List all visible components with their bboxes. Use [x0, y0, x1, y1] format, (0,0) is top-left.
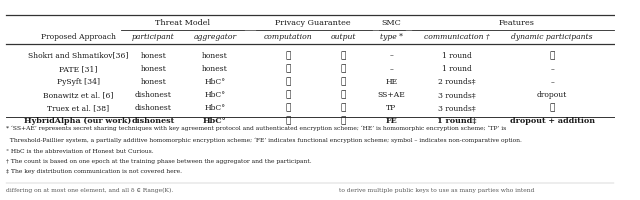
- Text: Features: Features: [499, 19, 534, 27]
- Text: HybridAlpha (our work): HybridAlpha (our work): [24, 117, 132, 125]
- Text: † The count is based on one epoch at the training phase between the aggregator a: † The count is based on one epoch at the…: [6, 159, 312, 164]
- Text: SMC: SMC: [381, 19, 401, 27]
- Text: Privacy Guarantee: Privacy Guarantee: [275, 19, 351, 27]
- Text: PATE [31]: PATE [31]: [59, 65, 97, 73]
- Text: FE: FE: [386, 117, 397, 125]
- Text: * ‘SS+AE’ represents secret sharing techniques with key agreement protocol and a: * ‘SS+AE’ represents secret sharing tech…: [6, 126, 506, 131]
- Text: –: –: [550, 78, 554, 86]
- Text: dishonest: dishonest: [135, 91, 172, 99]
- Text: to derive multiple public keys to use as many parties who intend: to derive multiple public keys to use as…: [339, 188, 534, 193]
- Text: ✓: ✓: [286, 116, 291, 125]
- Text: ✓: ✓: [286, 91, 291, 100]
- Text: SS+AE: SS+AE: [378, 91, 405, 99]
- Text: computation: computation: [264, 33, 313, 41]
- Text: TP: TP: [387, 104, 397, 112]
- Text: Shokri and Shmatikov[36]: Shokri and Shmatikov[36]: [28, 52, 128, 60]
- Text: 1 round: 1 round: [442, 52, 472, 60]
- Text: ✓: ✓: [341, 116, 346, 125]
- Text: PySyft [34]: PySyft [34]: [56, 78, 100, 86]
- Text: Threshold-Paillier system, a partially additive homomorphic encryption scheme; ‘: Threshold-Paillier system, a partially a…: [6, 138, 522, 143]
- Text: Threat Model: Threat Model: [155, 19, 210, 27]
- Text: 1 round: 1 round: [442, 65, 472, 73]
- Text: HbC°: HbC°: [204, 78, 225, 86]
- Text: ✓: ✓: [341, 104, 346, 113]
- Text: dishonest: dishonest: [135, 104, 172, 112]
- Text: honest: honest: [141, 52, 166, 60]
- Text: honest: honest: [202, 65, 228, 73]
- Text: honest: honest: [141, 65, 166, 73]
- Text: ✓: ✓: [341, 91, 346, 100]
- Text: 3 rounds‡: 3 rounds‡: [438, 104, 476, 112]
- Text: participant: participant: [132, 33, 175, 41]
- Text: ° HbC is the abbreviation of Honest but Curious.: ° HbC is the abbreviation of Honest but …: [6, 149, 154, 154]
- Text: HbC°: HbC°: [204, 104, 225, 112]
- Text: ‡ The key distribution communication is not covered here.: ‡ The key distribution communication is …: [6, 168, 182, 173]
- Text: honest: honest: [202, 52, 228, 60]
- Text: ✗: ✗: [550, 104, 555, 113]
- Text: dynamic participants: dynamic participants: [511, 33, 593, 41]
- Text: Proposed Approach: Proposed Approach: [40, 33, 116, 41]
- Text: Truex et al. [38]: Truex et al. [38]: [47, 104, 109, 112]
- Text: 3 rounds‡: 3 rounds‡: [438, 91, 476, 99]
- Text: –: –: [390, 65, 394, 73]
- Text: 1 round‡: 1 round‡: [437, 117, 476, 125]
- Text: ✓: ✓: [286, 104, 291, 113]
- Text: output: output: [331, 33, 356, 41]
- Text: –: –: [550, 65, 554, 73]
- Text: 2 rounds‡: 2 rounds‡: [438, 78, 476, 86]
- Text: ✓: ✓: [286, 77, 291, 86]
- Text: ✓: ✓: [341, 77, 346, 86]
- Text: type *: type *: [380, 33, 403, 41]
- Text: ✓: ✓: [341, 51, 346, 60]
- Text: ✓: ✓: [341, 64, 346, 73]
- Text: dropout: dropout: [537, 91, 567, 99]
- Text: HbC°: HbC°: [204, 91, 225, 99]
- Text: communication †: communication †: [424, 33, 490, 41]
- Text: dishonest: dishonest: [132, 117, 175, 125]
- Text: ✓: ✓: [550, 51, 555, 60]
- Text: HbC°: HbC°: [203, 117, 227, 125]
- Text: differing on at most one element, and all δ ∈ Range(K).: differing on at most one element, and al…: [6, 188, 173, 193]
- Text: ✗: ✗: [286, 51, 291, 60]
- Text: –: –: [390, 52, 394, 60]
- Text: Bonawitz et al. [6]: Bonawitz et al. [6]: [43, 91, 113, 99]
- Text: honest: honest: [141, 78, 166, 86]
- Text: dropout + addition: dropout + addition: [509, 117, 595, 125]
- Text: ✗: ✗: [286, 64, 291, 73]
- Text: aggregator: aggregator: [193, 33, 236, 41]
- Text: HE: HE: [385, 78, 397, 86]
